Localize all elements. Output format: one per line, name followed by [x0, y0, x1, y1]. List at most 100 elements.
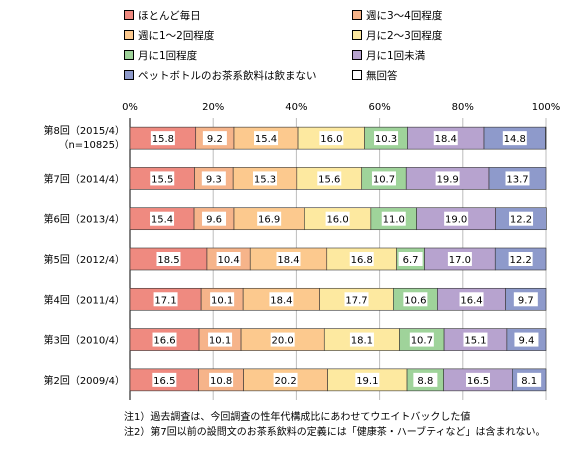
data-label-box	[374, 131, 399, 146]
data-label-box	[202, 131, 227, 146]
legend-swatch	[352, 30, 362, 40]
data-label: 12.2	[510, 215, 532, 226]
data-label-box	[502, 131, 527, 146]
data-label: 14.8	[504, 134, 526, 145]
legend-swatch	[124, 50, 134, 60]
data-label-box	[269, 292, 294, 307]
data-label-box	[152, 372, 177, 387]
data-label: 18.4	[435, 134, 457, 145]
data-label: 10.8	[210, 376, 232, 387]
data-label: 15.3	[254, 174, 276, 185]
legend-label: 月に1回未満	[366, 50, 426, 62]
legend-item: ほとんど毎日	[124, 8, 201, 24]
legend-label: ペットボトルのお茶系飲料は飲まない	[138, 70, 317, 82]
data-label-box	[254, 131, 279, 146]
category-label: 第3回（2010/4）	[43, 334, 125, 347]
data-label: 16.8	[351, 255, 373, 266]
data-label: 15.6	[318, 174, 340, 185]
data-label: 8.1	[521, 376, 537, 387]
legend-swatch	[124, 30, 134, 40]
data-label-box	[508, 252, 533, 266]
data-label-box	[349, 332, 374, 347]
footnotes: 注1）過去調査は、今回調査の性年代構成比にあわせてウエイトバックした値 注2）第…	[124, 410, 546, 440]
data-label-box	[517, 372, 542, 387]
data-label-box	[344, 292, 369, 307]
legend-label: 月に2～3回程度	[366, 30, 443, 42]
data-label: 16.0	[320, 134, 342, 145]
data-label-box	[150, 131, 175, 146]
data-label: 10.6	[404, 295, 426, 306]
legend-item: 無回答	[352, 68, 398, 84]
data-label: 16.4	[460, 295, 482, 306]
legend-label: 週に3～4回程度	[366, 10, 443, 22]
x-tick-label: 80%	[452, 102, 474, 113]
data-label: 10.3	[375, 134, 397, 145]
data-label: 17.0	[449, 255, 471, 266]
legend-item: 週に1～2回程度	[124, 28, 214, 44]
x-tick-label: 40%	[285, 102, 307, 113]
data-label-box	[209, 372, 234, 387]
data-label-box	[444, 211, 469, 226]
data-label-box	[210, 292, 235, 307]
x-tick-label: 20%	[202, 102, 224, 113]
data-label: 9.3	[206, 174, 222, 185]
data-label: 13.7	[506, 174, 528, 185]
data-label: 18.1	[351, 336, 373, 347]
data-label-box	[509, 211, 534, 226]
data-label: 18.4	[277, 255, 299, 266]
data-label: 8.8	[417, 376, 433, 387]
data-label-box	[505, 171, 530, 186]
category-label: 第5回（2012/4）	[43, 253, 125, 266]
data-label: 17.1	[154, 295, 176, 306]
data-label: 19.0	[445, 215, 467, 226]
x-tick-label: 0%	[122, 102, 138, 113]
data-label: 19.1	[356, 376, 378, 387]
data-label-box	[465, 372, 490, 387]
data-label: 18.4	[270, 295, 292, 306]
data-label-box	[403, 292, 428, 307]
data-label: 10.4	[217, 255, 239, 266]
data-label-box	[252, 171, 277, 186]
data-label: 11.0	[383, 215, 405, 226]
data-label: 15.4	[151, 215, 173, 226]
data-label-box	[270, 332, 295, 347]
data-label: 6.7	[403, 255, 419, 266]
data-label-box	[317, 171, 342, 186]
data-label-box	[513, 292, 538, 307]
legend-item: 月に2～3回程度	[352, 28, 442, 44]
footnote-1: 注1）過去調査は、今回調査の性年代構成比にあわせてウエイトバックした値	[124, 412, 471, 423]
data-label: 12.2	[509, 255, 531, 266]
data-label: 10.7	[373, 174, 395, 185]
data-label: 18.5	[157, 255, 179, 266]
data-label-box	[150, 171, 175, 186]
data-label-box	[156, 252, 181, 266]
x-tick-label: 100%	[532, 102, 561, 113]
data-label-box	[459, 292, 484, 307]
x-tick-label: 60%	[368, 102, 390, 113]
legend-item: 週に3～4回程度	[352, 8, 442, 24]
bar-segment	[545, 126, 547, 150]
category-label: 第8回（2015/4）	[43, 124, 125, 137]
legend-item: 月に1回未満	[352, 48, 425, 64]
data-label-box	[276, 252, 301, 266]
data-label: 20.2	[274, 376, 296, 387]
data-label: 9.7	[518, 295, 534, 306]
data-label-box	[514, 332, 539, 347]
legend-swatch	[124, 70, 134, 80]
data-label: 20.0	[272, 336, 294, 347]
data-label-box	[447, 252, 472, 266]
data-label: 16.0	[326, 215, 348, 226]
legend-label: 無回答	[366, 70, 398, 82]
data-label: 16.5	[153, 376, 175, 387]
footnote-2: 注2）第7回以前の設問文のお茶系飲料の定義には「健康茶・ハーブティなど」は含まれ…	[124, 427, 546, 438]
data-label-box	[433, 131, 458, 146]
data-label-box	[319, 131, 344, 146]
data-label-box	[355, 372, 380, 387]
data-label-box	[349, 252, 374, 266]
legend-label: 週に1～2回程度	[138, 30, 215, 42]
data-label: 9.2	[207, 134, 223, 145]
legend-item: ペットボトルのお茶系飲料は飲まない	[124, 68, 317, 84]
category-label: 第7回（2014/4）	[43, 172, 125, 185]
data-label-box	[201, 171, 226, 186]
